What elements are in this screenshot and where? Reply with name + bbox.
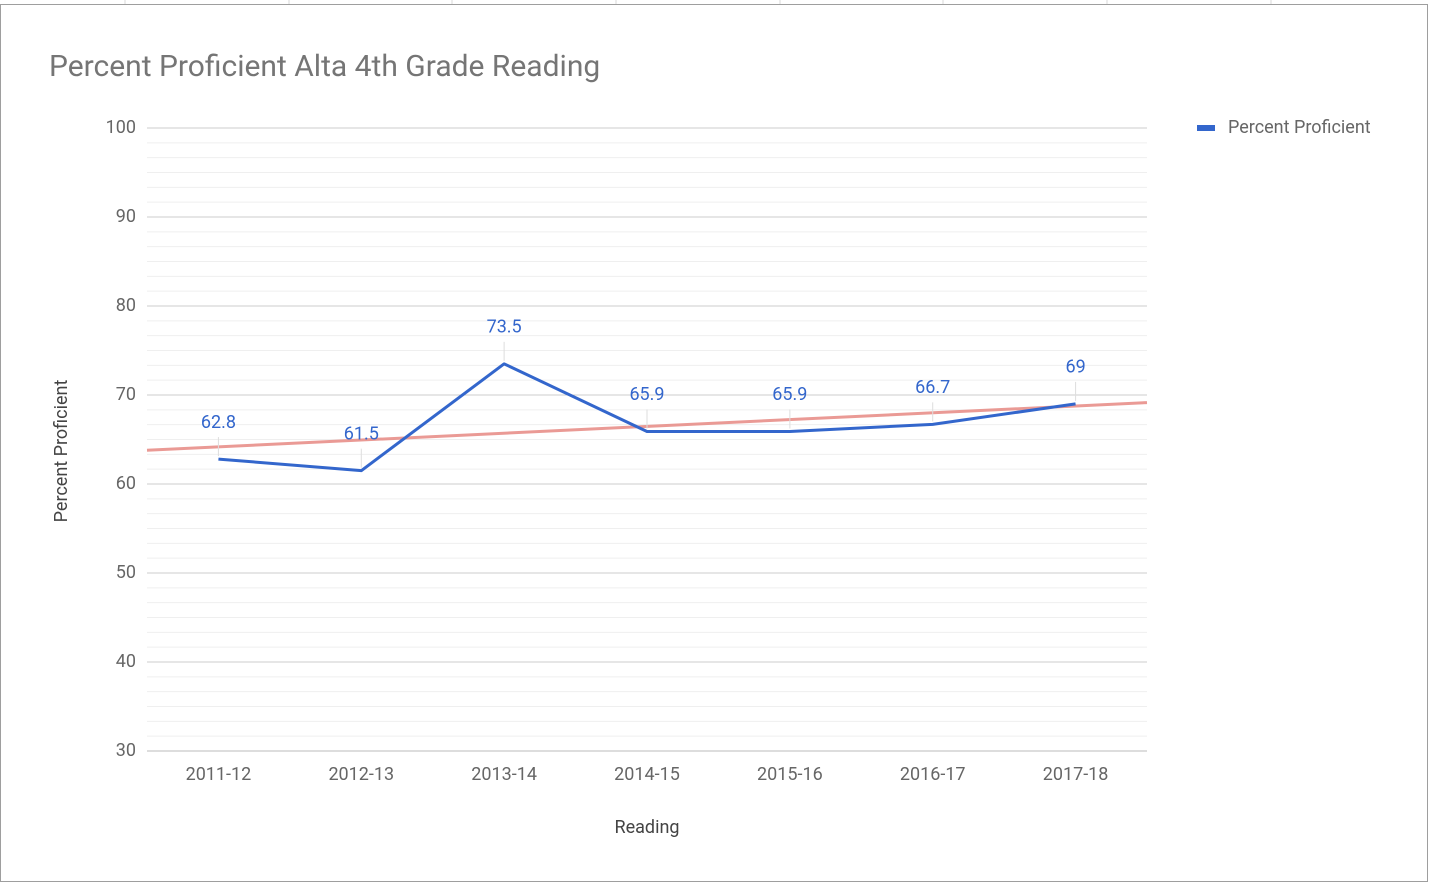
sheet-grid: [124, 0, 1272, 4]
chart-border: [0, 4, 1428, 882]
y-tick-label: 70: [116, 384, 136, 405]
y-tick-label: 80: [116, 295, 136, 316]
y-axis-label: Percent Proficient: [51, 380, 72, 523]
data-label: 62.8: [201, 412, 236, 433]
line-series: [218, 362, 1076, 473]
data-label: 65.9: [629, 384, 664, 405]
x-tick-label: 2016-17: [900, 764, 966, 785]
y-tick-label: 100: [106, 117, 136, 138]
y-tick-label: 40: [116, 651, 136, 672]
data-label: 65.9: [772, 384, 807, 405]
x-tick-label: 2013-14: [471, 764, 537, 785]
y-tick-label: 50: [116, 562, 136, 583]
legend-swatch: [1197, 125, 1215, 131]
chart-title: Percent Proficient Alta 4th Grade Readin…: [49, 49, 600, 84]
y-tick-label: 60: [116, 473, 136, 494]
x-tick-label: 2015-16: [757, 764, 823, 785]
x-tick-label: 2017-18: [1043, 764, 1109, 785]
y-tick-label: 90: [116, 206, 136, 227]
x-tick-label: 2011-12: [186, 764, 252, 785]
x-tick-label: 2012-13: [328, 764, 394, 785]
y-tick-label: 30: [116, 740, 136, 761]
data-label: 69: [1065, 357, 1085, 378]
data-label: 61.5: [344, 423, 379, 444]
data-label: 66.7: [915, 377, 950, 398]
legend-label: Percent Proficient: [1228, 117, 1371, 138]
data-label: 73.5: [487, 317, 522, 338]
x-tick-label: 2014-15: [614, 764, 680, 785]
x-axis-label: Reading: [614, 817, 679, 838]
